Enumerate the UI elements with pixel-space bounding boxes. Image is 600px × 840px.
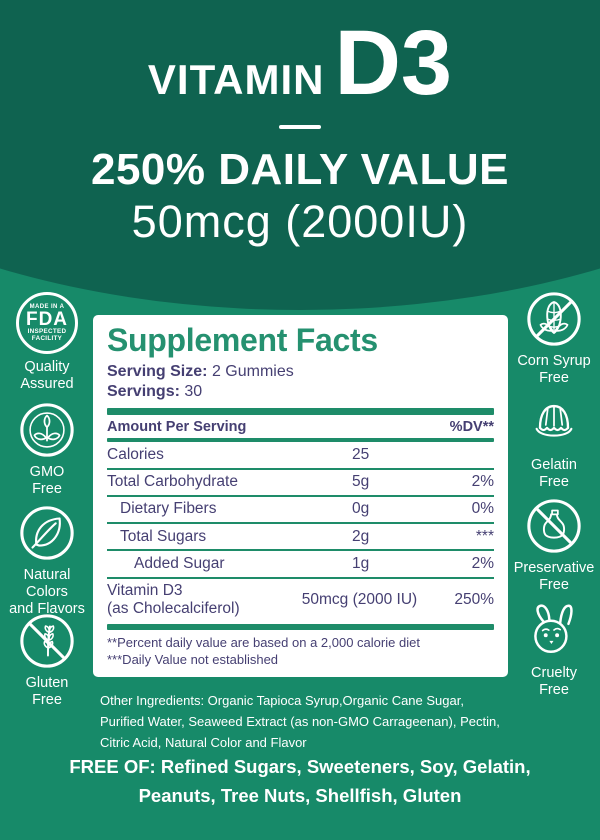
badge-label: Quality Assured [20, 359, 74, 393]
badge-gelatin-free: Gelatin Free [508, 394, 600, 491]
supplement-facts-title: Supplement Facts [107, 322, 378, 358]
badge-label: Corn Syrup Free [517, 353, 591, 387]
nutrient-name: Added Sugar [134, 554, 225, 572]
no-corn-icon [527, 292, 581, 346]
badge-gluten-free: Gluten Free [0, 612, 94, 709]
badge-label: Preservative Free [513, 560, 595, 594]
table-row-dietary-fibers: Dietary Fibers 0g 0% [107, 494, 494, 522]
supplement-facts-panel: Supplement Facts Serving Size: 2 Gummies… [93, 315, 508, 677]
badge-label: Cruelty Free [531, 665, 577, 699]
nutrient-amount: 0g [352, 500, 370, 518]
divider-bar-bottom [107, 624, 494, 631]
badge-corn-syrup-free: Corn Syrup Free [508, 290, 600, 387]
footnote-percent-dv: **Percent daily value are based on a 2,0… [107, 635, 420, 651]
fda-line-fda: FDA [25, 309, 69, 331]
table-row-calories: Calories 25 [107, 442, 494, 467]
table-row-added-sugar: Added Sugar 1g 2% [107, 549, 494, 576]
fda-badge-icon: MADE IN A FDA INSPECTED FACILITY [16, 292, 78, 354]
nutrient-name: Calories [107, 445, 164, 463]
vitamin-d3-name-line1: Vitamin D3 [107, 582, 183, 600]
nutrient-name: Dietary Fibers [120, 500, 217, 518]
no-wheat-icon [20, 614, 74, 668]
nutrient-name: Total Sugars [120, 527, 207, 545]
title-divider-dash [279, 125, 321, 129]
serving-size-line: Serving Size: 2 Gummies [107, 362, 494, 382]
badge-cruelty-free: Cruelty Free [508, 598, 600, 699]
nutrient-dv: 0% [471, 500, 494, 518]
fda-line-facility: FACILITY [31, 334, 63, 342]
divider-bar-header [107, 438, 494, 443]
nutrient-amount: 5g [352, 473, 370, 490]
badge-label: GMO Free [29, 464, 65, 498]
badge-label: Natural Colors and Flavors [9, 567, 85, 618]
nutrient-table: Calories 25 Total Carbohydrate 5g 2% Die… [107, 442, 494, 622]
nutrient-dv: 2% [471, 473, 494, 490]
no-preservative-icon [527, 499, 581, 553]
divider-bar-top [107, 408, 494, 416]
dose-headline: 50mcg (2000IU) [131, 196, 469, 247]
product-title: VITAMIN D3 [0, 12, 600, 114]
free-of-text: FREE OF: Refined Sugars, Sweeteners, Soy… [69, 756, 531, 806]
servings-line: Servings: 30 [107, 382, 494, 402]
fda-line-made-in-a: MADE IN A [29, 303, 65, 310]
serving-size-value: 2 Gummies [211, 362, 294, 380]
badge-label: Gluten Free [25, 675, 69, 709]
header-curved-background [0, 0, 600, 310]
sprout-icon [20, 403, 74, 457]
fda-line-inspected: INSPECTED [27, 328, 67, 336]
nutrient-dv: 250% [454, 591, 494, 609]
serving-size-label: Serving Size: [107, 362, 208, 380]
percent-dv-header: %DV** [449, 419, 494, 436]
nutrient-dv: *** [475, 527, 494, 545]
badge-natural-colors-flavors: Natural Colors and Flavors [0, 504, 94, 618]
nutrient-name: Vitamin D3 (as Cholecalciferol) [107, 582, 275, 619]
gelatin-icon [535, 404, 573, 437]
daily-value-headline: 250% DAILY VALUE [90, 145, 509, 194]
servings-value: 30 [184, 382, 203, 400]
badge-preservative-free: Preservative Free [508, 497, 600, 594]
badge-quality-assured: MADE IN A FDA INSPECTED FACILITY Quality… [0, 292, 94, 393]
brand-d3: D3 [334, 12, 453, 114]
nutrient-name: Total Carbohydrate [107, 473, 238, 490]
leaf-icon [20, 506, 74, 560]
nutrient-amount: 1g [352, 554, 370, 572]
footnote-dv-not-established: ***Daily Value not established [107, 651, 279, 667]
nutrient-amount: 25 [352, 445, 370, 463]
table-row-total-carbohydrate: Total Carbohydrate 5g 2% [107, 467, 494, 495]
badge-gmo-free: GMO Free [0, 401, 94, 498]
badge-label: Gelatin Free [531, 457, 577, 491]
nutrient-amount: 50mcg (2000 IU) [301, 591, 418, 609]
other-ingredients-text: Other Ingredients: Organic Tapioca Syrup… [100, 693, 500, 750]
servings-label: Servings: [107, 382, 180, 400]
nutrient-amount: 2g [352, 527, 370, 545]
vitamin-d3-name-line2: (as Cholecalciferol) [107, 600, 240, 618]
brand-word: VITAMIN [147, 56, 325, 103]
facts-footnotes: **Percent daily value are based on a 2,0… [107, 635, 494, 668]
table-row-vitamin-d3: Vitamin D3 (as Cholecalciferol) 50mcg (2… [107, 576, 494, 623]
bunny-icon [534, 604, 573, 653]
nutrient-dv: 2% [471, 554, 494, 572]
facts-column-headers: Amount Per Serving %DV** [107, 415, 494, 438]
amount-per-serving-header: Amount Per Serving [107, 419, 247, 436]
table-row-total-sugars: Total Sugars 2g *** [107, 522, 494, 549]
